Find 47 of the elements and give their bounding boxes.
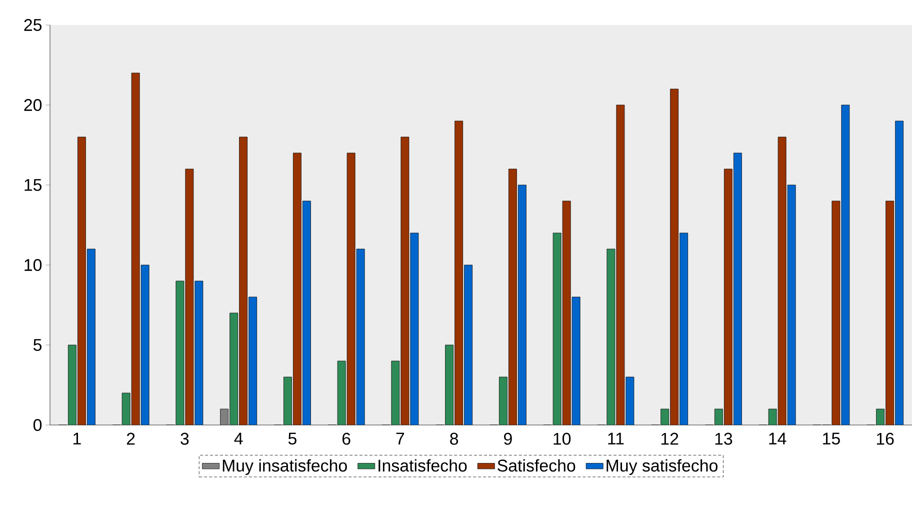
bar bbox=[886, 200, 894, 425]
bar bbox=[670, 88, 678, 425]
y-tick-label: 5 bbox=[33, 339, 42, 351]
x-tick-label: 12 bbox=[661, 432, 678, 445]
bar bbox=[680, 232, 688, 425]
x-tick-label: 14 bbox=[769, 432, 786, 444]
x-tick-label: 11 bbox=[608, 432, 624, 444]
y-tick-label: 10 bbox=[24, 259, 42, 271]
x-tick-label: 9 bbox=[504, 432, 512, 445]
x-tick-label: 16 bbox=[876, 432, 894, 445]
y-tick-label: 15 bbox=[24, 179, 42, 191]
x-tick-label: 1 bbox=[74, 432, 81, 444]
bar bbox=[230, 313, 238, 425]
bar bbox=[895, 120, 904, 425]
bar bbox=[284, 377, 292, 425]
bar bbox=[445, 345, 454, 425]
bar bbox=[68, 345, 76, 425]
bar bbox=[87, 249, 96, 425]
bar bbox=[293, 152, 302, 425]
legend-label: Insatisfecho bbox=[378, 459, 467, 472]
bar bbox=[248, 297, 257, 425]
x-tick-label: 6 bbox=[342, 432, 350, 445]
y-tick-label: 20 bbox=[24, 99, 42, 111]
bar bbox=[724, 168, 732, 425]
bar bbox=[454, 120, 463, 425]
bar bbox=[464, 265, 472, 425]
bar bbox=[734, 152, 742, 425]
bar bbox=[499, 377, 508, 425]
x-tick-label: 15 bbox=[823, 432, 840, 445]
x-tick-label: 2 bbox=[126, 432, 135, 445]
legend-label: Muy insatisfecho bbox=[222, 459, 347, 475]
bar bbox=[302, 200, 311, 425]
x-tick-label: 10 bbox=[554, 432, 571, 445]
legend-label: Muy satisfecho bbox=[606, 459, 718, 475]
x-tick-label: 7 bbox=[396, 432, 404, 444]
x-tick-label: 8 bbox=[450, 432, 458, 445]
bar bbox=[508, 168, 517, 425]
bar bbox=[239, 136, 248, 425]
x-tick-label: 4 bbox=[234, 432, 243, 444]
x-tick-label: 5 bbox=[288, 432, 296, 445]
x-tick-label: 13 bbox=[715, 432, 732, 445]
bar bbox=[78, 136, 86, 425]
y-tick-label: 0 bbox=[33, 419, 42, 431]
y-tick-label: 25 bbox=[24, 19, 42, 31]
bar bbox=[518, 184, 526, 425]
legend-label: Satisfecho bbox=[498, 459, 576, 472]
x-tick-label: 3 bbox=[180, 432, 189, 445]
